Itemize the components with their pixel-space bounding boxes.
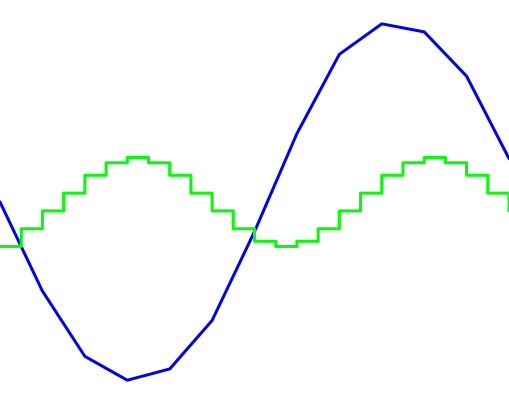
- series-line-1: [0, 22, 509, 382]
- series-line-2: [0, 155, 509, 249]
